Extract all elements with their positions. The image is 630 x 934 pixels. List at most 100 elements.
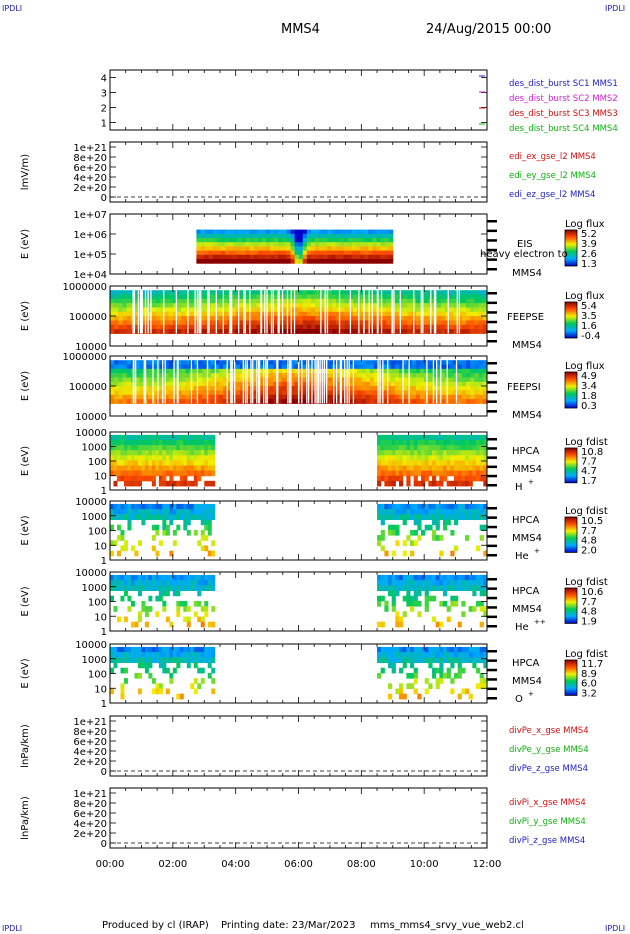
hpca_h-cell bbox=[179, 475, 184, 482]
feepse-cell bbox=[319, 303, 325, 308]
hpca_he-cell bbox=[391, 503, 396, 510]
hpca_he2-cell bbox=[413, 574, 418, 581]
feepsi-cell bbox=[302, 377, 308, 383]
feepse-cell bbox=[394, 316, 400, 321]
eis-cell bbox=[360, 246, 365, 252]
hpca_o-cell bbox=[391, 662, 396, 669]
feepse-cell bbox=[294, 311, 299, 317]
feepse-cell bbox=[239, 298, 245, 304]
feepse-cell bbox=[311, 311, 316, 317]
feepsi-cell bbox=[432, 373, 438, 378]
hpca_he2-cell bbox=[428, 574, 433, 581]
feepse-cell bbox=[399, 290, 404, 296]
feepsi-cell bbox=[214, 399, 220, 404]
feepsi-cell bbox=[214, 381, 220, 387]
hpca_h-cell bbox=[476, 455, 481, 461]
hpca_h-cell bbox=[148, 455, 153, 461]
hpca_o-cell bbox=[144, 652, 149, 658]
hpca_h-cell bbox=[155, 465, 160, 472]
hpca_he-species-label: He bbox=[515, 551, 529, 562]
hpca_he2-cell bbox=[454, 574, 459, 581]
eis-cell bbox=[347, 250, 353, 256]
hpca_he2-cell bbox=[190, 585, 195, 592]
hpca_o-cell bbox=[457, 646, 462, 653]
feepsi-cell bbox=[206, 368, 212, 374]
feepsi-cell bbox=[214, 390, 220, 396]
feepsi-cell bbox=[340, 364, 346, 370]
hpca_o-cell bbox=[162, 646, 167, 653]
hpca_h-cell bbox=[200, 470, 205, 477]
hpca_he-cell bbox=[406, 503, 411, 510]
feepse-cell bbox=[151, 290, 157, 296]
feepsi-cell bbox=[311, 399, 316, 404]
feepse-cell bbox=[365, 324, 371, 330]
feepsi-cell bbox=[419, 399, 425, 404]
hpca_h-cell bbox=[399, 480, 404, 487]
hpca_he2-cell bbox=[443, 585, 448, 592]
hpca_he2-cell bbox=[162, 585, 167, 592]
feepsi-cell bbox=[415, 377, 421, 383]
hpca_h-cell bbox=[421, 455, 426, 461]
hpca_he2-cell bbox=[193, 585, 198, 592]
feepsi-cell bbox=[352, 399, 358, 404]
feepse-cell bbox=[189, 320, 195, 326]
hpca_o-cell bbox=[130, 657, 135, 664]
hpca_h-cell bbox=[413, 455, 418, 461]
feepsi-cell bbox=[139, 399, 145, 404]
hpca_h-cell bbox=[123, 455, 128, 461]
hpca_he2-cell bbox=[388, 590, 393, 597]
hpca_he2-cell bbox=[179, 580, 184, 586]
hpca_he2-cell bbox=[410, 574, 415, 581]
feepse-cell bbox=[478, 320, 484, 326]
feepsi-cell bbox=[185, 364, 191, 370]
feepse-cell bbox=[386, 324, 392, 330]
feepse-cell bbox=[470, 324, 475, 330]
eis-side-mark bbox=[487, 220, 497, 223]
feepsi-cell bbox=[419, 364, 425, 370]
hpca_he-cell bbox=[406, 514, 411, 521]
hpca_h-cell bbox=[179, 445, 184, 451]
hpca_h-side-mark bbox=[487, 465, 497, 469]
feepsi-cell bbox=[172, 381, 178, 387]
feepse-gap bbox=[197, 290, 199, 334]
feepsi-cell bbox=[206, 390, 212, 396]
hpca_h-cell bbox=[468, 475, 473, 482]
hpca_he-cell bbox=[207, 524, 212, 531]
hpca_h-cell bbox=[137, 480, 142, 487]
hpca_o-cell bbox=[391, 657, 396, 664]
hpca_h-cell bbox=[465, 434, 470, 441]
feepse-cell bbox=[315, 290, 320, 296]
feepse-cell bbox=[260, 298, 266, 304]
feepse-cell bbox=[327, 307, 333, 313]
hpca_h-cell bbox=[476, 434, 481, 441]
hpca_o-cell bbox=[176, 693, 181, 700]
hpca_o-cell bbox=[134, 652, 139, 658]
hpca_h-cell bbox=[204, 465, 209, 472]
hpca_h-cell bbox=[461, 440, 466, 446]
feepsi-cell bbox=[399, 390, 404, 396]
hpca_he-cell bbox=[186, 503, 191, 510]
feepse-cell bbox=[340, 307, 346, 313]
feepsi-cell bbox=[466, 364, 471, 370]
hpca_o-cell bbox=[151, 646, 156, 653]
eis-cell bbox=[220, 254, 226, 260]
hpca_he2-cell bbox=[110, 580, 114, 586]
hpca_o-cell bbox=[454, 652, 459, 658]
hpca_h-cell bbox=[461, 450, 466, 456]
feepse-cell bbox=[214, 329, 220, 334]
feepse-cell bbox=[378, 294, 383, 300]
feepse-cell bbox=[302, 307, 308, 313]
hpca_he-cell bbox=[435, 509, 440, 515]
hpca_h-cell bbox=[176, 480, 181, 487]
feepsi-cell bbox=[474, 394, 480, 400]
feepse-cell bbox=[218, 320, 224, 326]
feepsi-cell bbox=[457, 364, 463, 370]
feepse-side-mark bbox=[487, 340, 497, 343]
hpca_h-cell bbox=[193, 445, 198, 451]
eis-cell bbox=[290, 242, 296, 247]
feepsi-cell bbox=[419, 386, 425, 391]
hpca_o-cell bbox=[120, 688, 125, 695]
hpca_h-cell bbox=[479, 455, 484, 461]
hpca_he-colorbar bbox=[564, 516, 578, 553]
